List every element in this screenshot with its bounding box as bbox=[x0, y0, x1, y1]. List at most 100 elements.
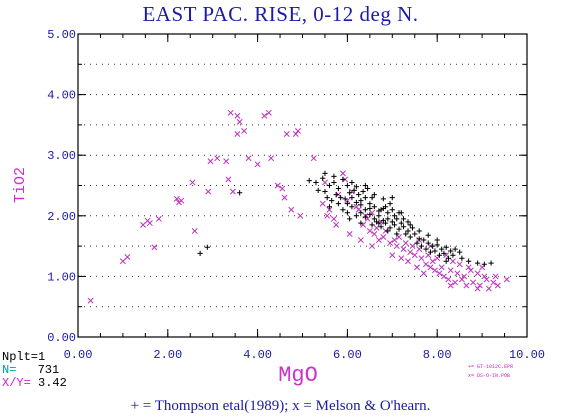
thompson-point bbox=[488, 260, 494, 266]
thompson-point bbox=[416, 236, 422, 242]
thompson-point bbox=[367, 201, 373, 207]
melson-point bbox=[416, 246, 423, 253]
thompson-point bbox=[439, 246, 445, 252]
melson-point bbox=[447, 282, 454, 289]
y-axis-label: TiO2 bbox=[12, 167, 29, 203]
thompson-point bbox=[362, 195, 368, 201]
thompson-point bbox=[459, 255, 465, 261]
plot-frame bbox=[77, 33, 528, 338]
axes bbox=[77, 33, 528, 338]
thompson-point bbox=[481, 261, 487, 267]
x-tick-label: 10.00 bbox=[509, 348, 545, 362]
melson-point bbox=[458, 276, 465, 283]
thompson-point bbox=[416, 228, 422, 234]
thompson-point bbox=[340, 176, 346, 183]
y-tick-label: 5.00 bbox=[47, 28, 76, 42]
melson-point bbox=[178, 197, 185, 204]
thompson-point bbox=[344, 201, 350, 207]
melson-point bbox=[274, 182, 281, 189]
thompson-point bbox=[382, 204, 389, 210]
melson-point bbox=[503, 276, 510, 283]
x-axis-label: MgO bbox=[278, 363, 318, 388]
thompson-point bbox=[400, 224, 407, 230]
thompson-point bbox=[423, 246, 429, 252]
thompson-point bbox=[407, 222, 413, 228]
melson-point bbox=[470, 279, 477, 286]
thompson-point bbox=[371, 204, 377, 210]
thompson-point bbox=[326, 204, 333, 210]
thompson-point bbox=[358, 220, 364, 226]
melson-point bbox=[207, 158, 214, 165]
melson-point bbox=[241, 128, 248, 134]
melson-point bbox=[391, 237, 398, 243]
thompson-point bbox=[398, 210, 404, 216]
thompson-point bbox=[407, 234, 413, 240]
melson-point bbox=[234, 112, 241, 119]
melson-point bbox=[348, 188, 355, 195]
thompson-point bbox=[448, 248, 454, 254]
x-tick-label: 2.00 bbox=[153, 348, 182, 362]
thompson-point bbox=[376, 208, 382, 214]
melson-point bbox=[371, 231, 378, 237]
melson-point bbox=[225, 176, 232, 183]
melson-point bbox=[429, 258, 436, 265]
y-tick-label: 4.00 bbox=[47, 89, 76, 103]
melson-point bbox=[427, 264, 434, 271]
melson-point bbox=[191, 227, 198, 234]
melson-point bbox=[378, 218, 385, 225]
melson-point bbox=[288, 206, 295, 213]
thompson-point bbox=[380, 218, 386, 224]
melson-point bbox=[283, 131, 290, 137]
thompson-point bbox=[387, 225, 393, 231]
thompson-point bbox=[425, 232, 431, 238]
melson-point bbox=[438, 264, 445, 271]
thompson-point bbox=[376, 220, 382, 226]
xy-label: X/Y= bbox=[2, 376, 31, 390]
melson-point bbox=[465, 264, 472, 271]
melson-point bbox=[330, 215, 337, 222]
melson-point bbox=[414, 264, 420, 271]
melson-point bbox=[396, 234, 402, 240]
thompson-point bbox=[369, 195, 375, 201]
melson-point bbox=[223, 158, 230, 165]
thompson-point bbox=[331, 173, 337, 180]
tick-labels: 0.00 1.00 2.00 3.00 4.00 5.00 0.00 2.00 4.00 6.00… bbox=[47, 28, 545, 362]
melson-point bbox=[400, 246, 407, 253]
melson-point bbox=[474, 270, 481, 277]
thompson-point bbox=[441, 250, 447, 256]
melson-point bbox=[279, 185, 286, 192]
melson-point bbox=[411, 252, 418, 259]
thompson-point bbox=[362, 214, 368, 220]
thompson-point bbox=[396, 226, 402, 232]
melson-point bbox=[420, 270, 427, 277]
data-points bbox=[87, 109, 510, 304]
thompson-point bbox=[335, 185, 342, 192]
thompson-point bbox=[389, 195, 395, 201]
melson-point bbox=[398, 255, 405, 262]
thompson-point bbox=[344, 210, 350, 216]
melson-point bbox=[405, 258, 411, 265]
thompson-point bbox=[452, 246, 458, 252]
melson-point bbox=[353, 203, 360, 210]
thompson-point bbox=[457, 249, 463, 255]
melson-point bbox=[281, 194, 288, 201]
x-tick-label: 4.00 bbox=[243, 348, 272, 362]
nplt-label: Nplt=1 bbox=[2, 350, 46, 364]
melson-point bbox=[485, 285, 492, 292]
melson-point bbox=[355, 206, 362, 213]
grid-lines bbox=[78, 63, 527, 308]
melson-point bbox=[479, 264, 486, 271]
melson-point bbox=[366, 227, 373, 234]
y-tick-label: 1.00 bbox=[47, 270, 76, 284]
thompson-point bbox=[430, 243, 436, 249]
melson-point bbox=[490, 279, 497, 286]
melson-point bbox=[454, 270, 461, 277]
melson-point bbox=[333, 221, 340, 228]
thompson-point bbox=[367, 211, 373, 218]
thompson-point bbox=[466, 258, 472, 264]
melson-point bbox=[236, 118, 243, 125]
thompson-point bbox=[362, 207, 368, 213]
melson-point bbox=[173, 195, 180, 202]
thompson-point bbox=[356, 191, 362, 198]
